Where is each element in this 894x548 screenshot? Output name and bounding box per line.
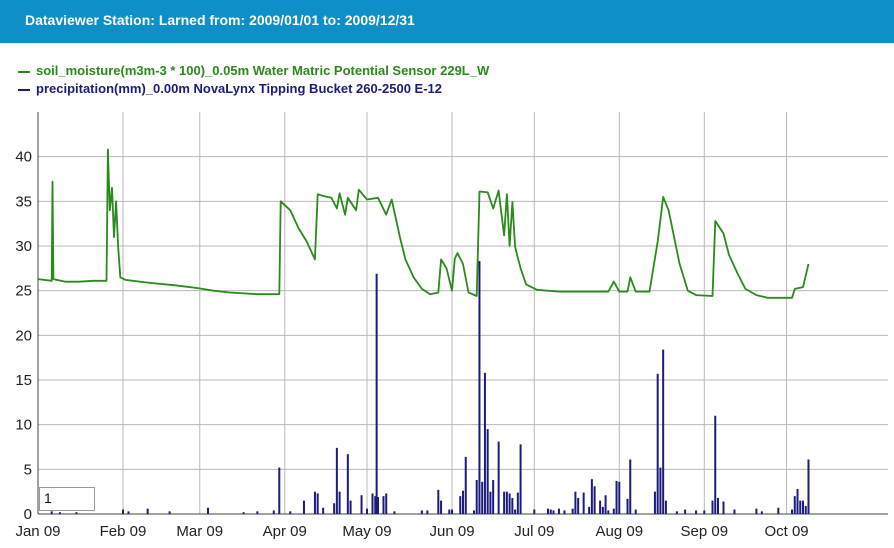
y-tick-label: 20 [15, 327, 32, 344]
y-tick-label: 0 [24, 506, 32, 523]
chart-axes [37, 112, 888, 515]
soil-moisture-line [37, 148, 810, 299]
y-tick-label: 25 [15, 283, 32, 300]
zoom-level-value: 1 [44, 490, 52, 506]
legend-label-precipitation: precipitation(mm)_0.00m NovaLynx Tipping… [36, 81, 443, 96]
x-axis-ticks: Jan 09 Feb 09 Mar 09 Apr 09 May 09 Jun 09 Jul … [15, 523, 808, 540]
x-tick-label: Sep 09 [681, 523, 729, 540]
x-tick-label: Aug 09 [596, 523, 644, 540]
zoom-level-input[interactable]: 1 [39, 487, 95, 511]
y-tick-label: 15 [15, 372, 32, 389]
x-tick-label: Jan 09 [15, 523, 60, 540]
page-title: Dataviewer Station: Larned from: 2009/01… [25, 12, 415, 28]
x-tick-label: Mar 09 [176, 523, 223, 540]
legend-item-precipitation[interactable]: precipitation(mm)_0.00m NovaLynx Tipping… [18, 80, 489, 98]
legend-swatch-soil-moisture [18, 70, 30, 73]
y-tick-label: 5 [24, 461, 32, 478]
y-tick-label: 35 [15, 193, 32, 210]
x-tick-label: Jun 09 [430, 523, 475, 540]
chart-legend: soil_moisture(m3m-3 * 100)_0.05m Water M… [18, 62, 489, 98]
x-tick-label: Oct 09 [764, 523, 808, 540]
x-tick-label: Jul 09 [514, 523, 554, 540]
x-tick-label: May 09 [342, 523, 391, 540]
chart-grid [38, 112, 888, 514]
legend-label-soil-moisture: soil_moisture(m3m-3 * 100)_0.05m Water M… [36, 63, 490, 78]
y-tick-label: 30 [15, 238, 32, 255]
legend-item-soil-moisture[interactable]: soil_moisture(m3m-3 * 100)_0.05m Water M… [18, 62, 489, 80]
legend-swatch-precipitation [18, 88, 30, 91]
y-axis-ticks: 0 5 10 15 20 25 30 35 40 [15, 149, 32, 523]
y-tick-label: 40 [15, 149, 32, 166]
x-tick-label: Apr 09 [263, 523, 307, 540]
x-tick-label: Feb 09 [100, 523, 147, 540]
y-tick-label: 10 [15, 417, 32, 434]
soil-moisture-series [37, 148, 810, 299]
title-bar: Dataviewer Station: Larned from: 2009/01… [0, 0, 894, 43]
precipitation-series [50, 261, 810, 514]
